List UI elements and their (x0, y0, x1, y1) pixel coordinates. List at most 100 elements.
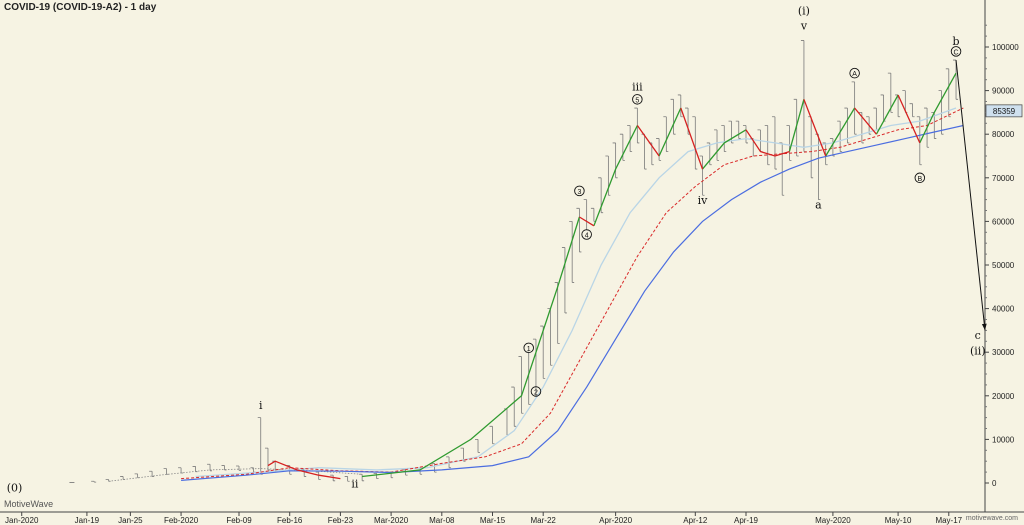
price-bar (938, 90, 944, 135)
circled-wave-label: 2 (534, 389, 538, 396)
circled-wave-marker (849, 67, 860, 79)
y-tick-label: 40000 (992, 305, 1015, 314)
circled-wave-label: A (852, 71, 857, 78)
price-bar (344, 476, 350, 482)
price-bar (663, 116, 669, 153)
x-tick-label: May-17 (935, 516, 962, 525)
series-line-up (362, 216, 581, 478)
series-line-up (919, 72, 957, 144)
price-bar (489, 425, 495, 445)
price-bar (953, 59, 959, 100)
wave-label: b (953, 35, 960, 48)
price-bar (677, 94, 683, 118)
price-bar (359, 473, 365, 482)
series-line-up (875, 94, 899, 135)
price-bar (250, 467, 256, 473)
price-bar (525, 351, 531, 405)
y-tick-label: 100000 (992, 43, 1019, 52)
price-bar (134, 473, 140, 479)
x-tick-label: Mar-08 (429, 516, 455, 525)
price-bar (178, 467, 184, 474)
circled-wave-marker (950, 46, 962, 57)
wave-label: i (259, 399, 263, 412)
series-line-up (788, 99, 805, 152)
circled-wave-label: C (953, 49, 958, 56)
price-bar (721, 125, 727, 153)
y-tick-label: 0 (992, 479, 997, 488)
projection-arrowhead (981, 323, 987, 331)
price-bar (475, 439, 481, 453)
brand-label: MotiveWave (4, 499, 54, 509)
series-line-down (897, 94, 921, 144)
series-line-down (267, 460, 341, 480)
y-tick-label: 70000 (992, 174, 1015, 183)
series-line-down (636, 125, 660, 157)
price-bar (590, 207, 596, 222)
wave-label: ii (351, 477, 359, 490)
price-bar (402, 469, 408, 476)
price-bar (699, 155, 705, 196)
price-bar (829, 138, 835, 157)
series-line-up (702, 129, 747, 170)
price-bar (670, 98, 676, 135)
series-line-down (680, 107, 704, 170)
y-tick-label: 80000 (992, 130, 1015, 139)
series-line-up (825, 107, 856, 157)
price-bar (569, 221, 575, 283)
price-bar (887, 72, 893, 113)
price-bar (163, 468, 169, 475)
wave-label: a (815, 198, 822, 211)
price-bar (511, 386, 517, 427)
price-bar (446, 456, 452, 469)
series-line-up (593, 125, 638, 227)
x-tick-label: Mar-15 (480, 516, 506, 525)
wave-label: iii (632, 81, 643, 94)
price-bar (460, 447, 466, 462)
wave-label: c (975, 329, 981, 342)
x-tick-label: May-2020 (815, 516, 851, 525)
y-tick-label: 60000 (992, 217, 1015, 226)
circled-wave-marker (530, 386, 542, 397)
circled-wave-label: 4 (585, 232, 589, 239)
price-bar (808, 116, 814, 179)
price-bar (503, 408, 509, 436)
x-tick-label: May-10 (885, 516, 912, 525)
circled-wave-marker (632, 94, 643, 105)
x-tick-label: Feb-2020 (164, 516, 199, 525)
series-line-down (854, 107, 877, 135)
wave-label: iv (698, 194, 709, 207)
price-bar (909, 103, 915, 118)
x-tick-label: Apr-2020 (599, 516, 632, 525)
last-price-box (985, 104, 1023, 118)
series-line-up (658, 107, 682, 157)
circled-wave-marker (581, 229, 592, 240)
price-bar (815, 133, 821, 200)
price-bar (844, 107, 850, 144)
price-bar (873, 107, 879, 131)
x-tick-label: Mar-2020 (374, 516, 409, 525)
price-bar (945, 68, 951, 118)
price-bar (916, 116, 922, 166)
series-line-ma-light (195, 107, 957, 478)
x-tick-label: Mar-22 (531, 516, 557, 525)
wave-label: (i) (798, 4, 810, 17)
x-tick-label: Apr-19 (734, 516, 759, 525)
last-price-label: 85359 (993, 107, 1016, 116)
series-line-down (579, 216, 595, 227)
wave-label: (0) (7, 482, 23, 495)
series-line-ma-dashed (181, 107, 964, 480)
circled-wave-label: B (917, 176, 922, 183)
price-bar (656, 138, 662, 161)
price-bar (576, 207, 582, 253)
wave-label: (ii) (970, 344, 986, 357)
price-bar (880, 94, 886, 122)
circled-wave-marker (523, 342, 534, 354)
x-tick-label: Jan-19 (75, 516, 100, 525)
y-tick-label: 10000 (992, 435, 1015, 444)
x-tick-label: Apr-12 (683, 516, 708, 525)
price-bar (149, 470, 155, 477)
price-bar (561, 247, 567, 314)
chart-title: COVID-19 (COVID-19-A2) - 1 day (4, 2, 157, 13)
